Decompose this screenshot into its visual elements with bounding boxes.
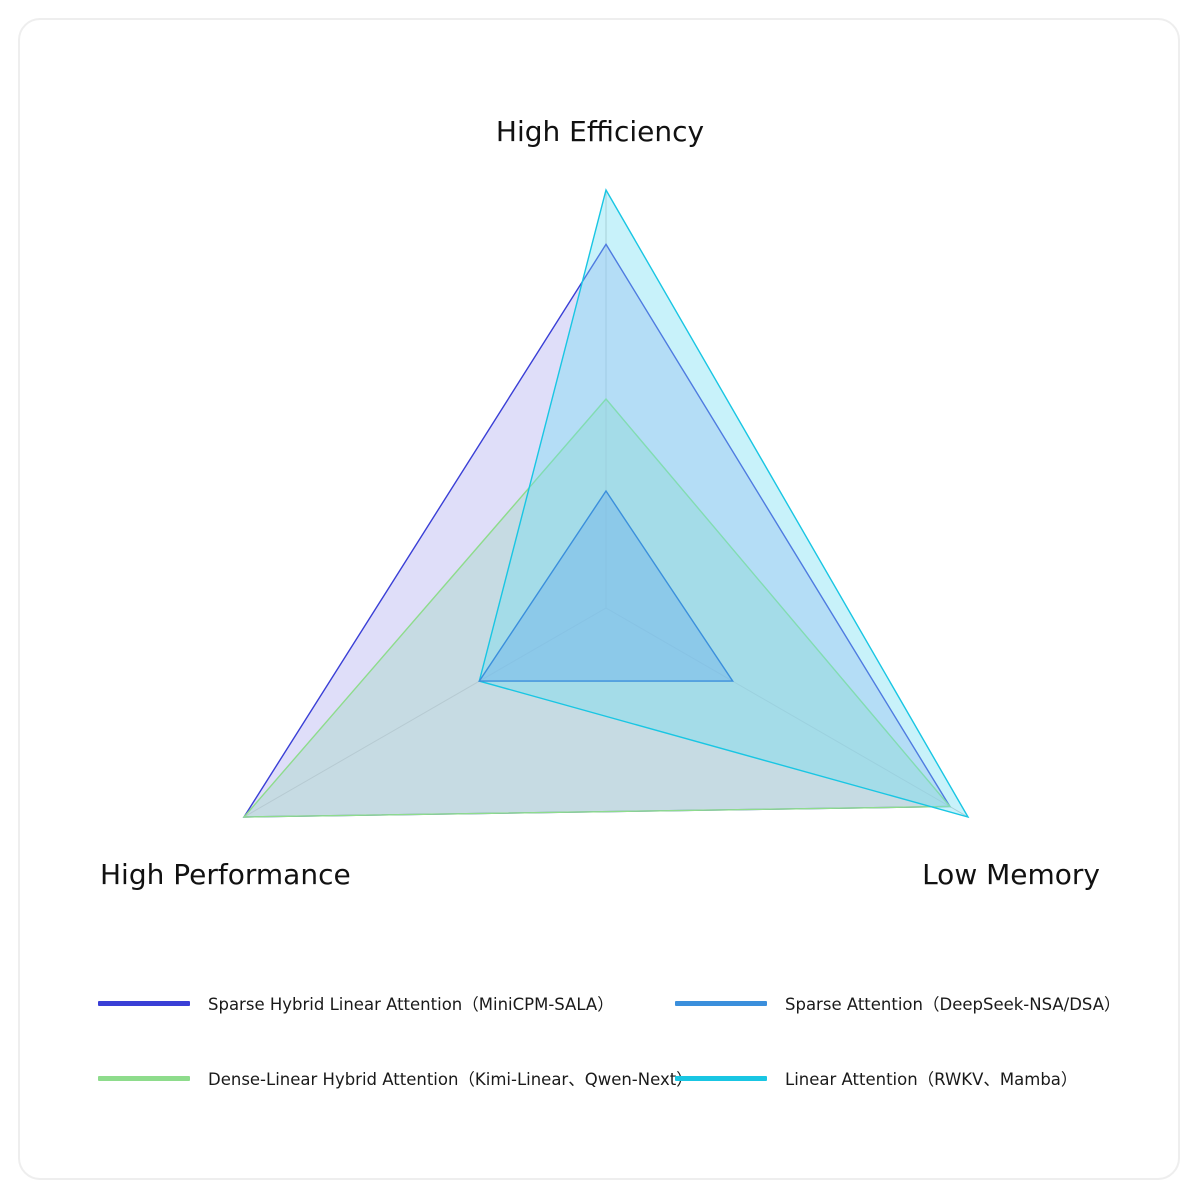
- axis-spoke: [605, 607, 969, 818]
- axis-label-low-memory: Low Memory: [922, 858, 1100, 891]
- axis-label-high-efficiency: High Efficiency: [495, 115, 705, 148]
- series-polygon-2: [242, 397, 952, 818]
- series-polygon-3: [478, 188, 970, 819]
- legend-item-linear-attention: Linear Attention（RWKV、Mamba）: [675, 1060, 1077, 1096]
- legend-item-sparse-attention: Sparse Attention（DeepSeek-NSA/DSA）: [675, 985, 1121, 1021]
- legend-item-dense-linear-hybrid: Dense-Linear Hybrid Attention（Kimi-Linea…: [98, 1060, 693, 1096]
- chart-card: [18, 18, 1180, 1180]
- legend-label: Sparse Hybrid Linear Attention（MiniCPM-S…: [208, 995, 614, 1014]
- legend-swatch: [98, 1000, 190, 1006]
- legend-label: Dense-Linear Hybrid Attention（Kimi-Linea…: [208, 1070, 693, 1089]
- legend-item-sparse-hybrid: Sparse Hybrid Linear Attention（MiniCPM-S…: [98, 985, 614, 1021]
- legend-swatch: [98, 1075, 190, 1081]
- legend-swatch: [675, 1075, 767, 1081]
- series-polygon-1: [477, 489, 735, 682]
- legend-label: Linear Attention（RWKV、Mamba）: [785, 1070, 1078, 1089]
- axis-label-high-performance: High Performance: [100, 858, 351, 891]
- axis-spoke: [243, 607, 607, 818]
- legend-swatch: [675, 1000, 767, 1006]
- legend: Sparse Hybrid Linear Attention（MiniCPM-S…: [98, 985, 1128, 1115]
- legend-label: Sparse Attention（DeepSeek-NSA/DSA）: [785, 995, 1121, 1014]
